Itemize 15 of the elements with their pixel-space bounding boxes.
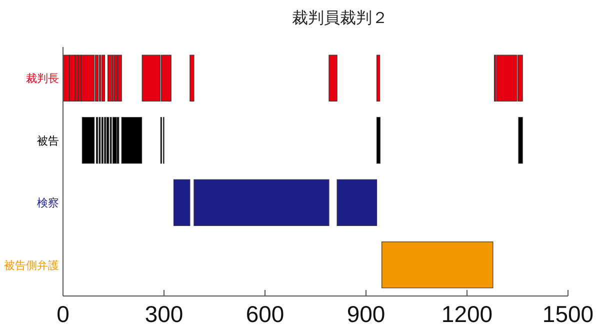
x-tick-label: 900 bbox=[346, 301, 386, 327]
x-tick-label: 0 bbox=[56, 301, 70, 327]
y-tick-label: 被告 bbox=[37, 134, 59, 148]
bar bbox=[190, 54, 194, 102]
x-tick-label: 1500 bbox=[542, 301, 594, 327]
y-tick-label: 被告側弁護 bbox=[4, 258, 59, 272]
x-tick-label: 1200 bbox=[441, 301, 493, 327]
bar bbox=[382, 242, 494, 288]
y-tick-label: 裁判長 bbox=[26, 72, 59, 86]
chart-title: 裁判員裁判２ bbox=[292, 9, 388, 27]
x-tick-label: 600 bbox=[246, 301, 284, 327]
bar bbox=[328, 54, 338, 102]
bar bbox=[376, 54, 380, 102]
y-tick-label: 検察 bbox=[37, 196, 59, 210]
x-tick-label: 300 bbox=[144, 301, 184, 327]
